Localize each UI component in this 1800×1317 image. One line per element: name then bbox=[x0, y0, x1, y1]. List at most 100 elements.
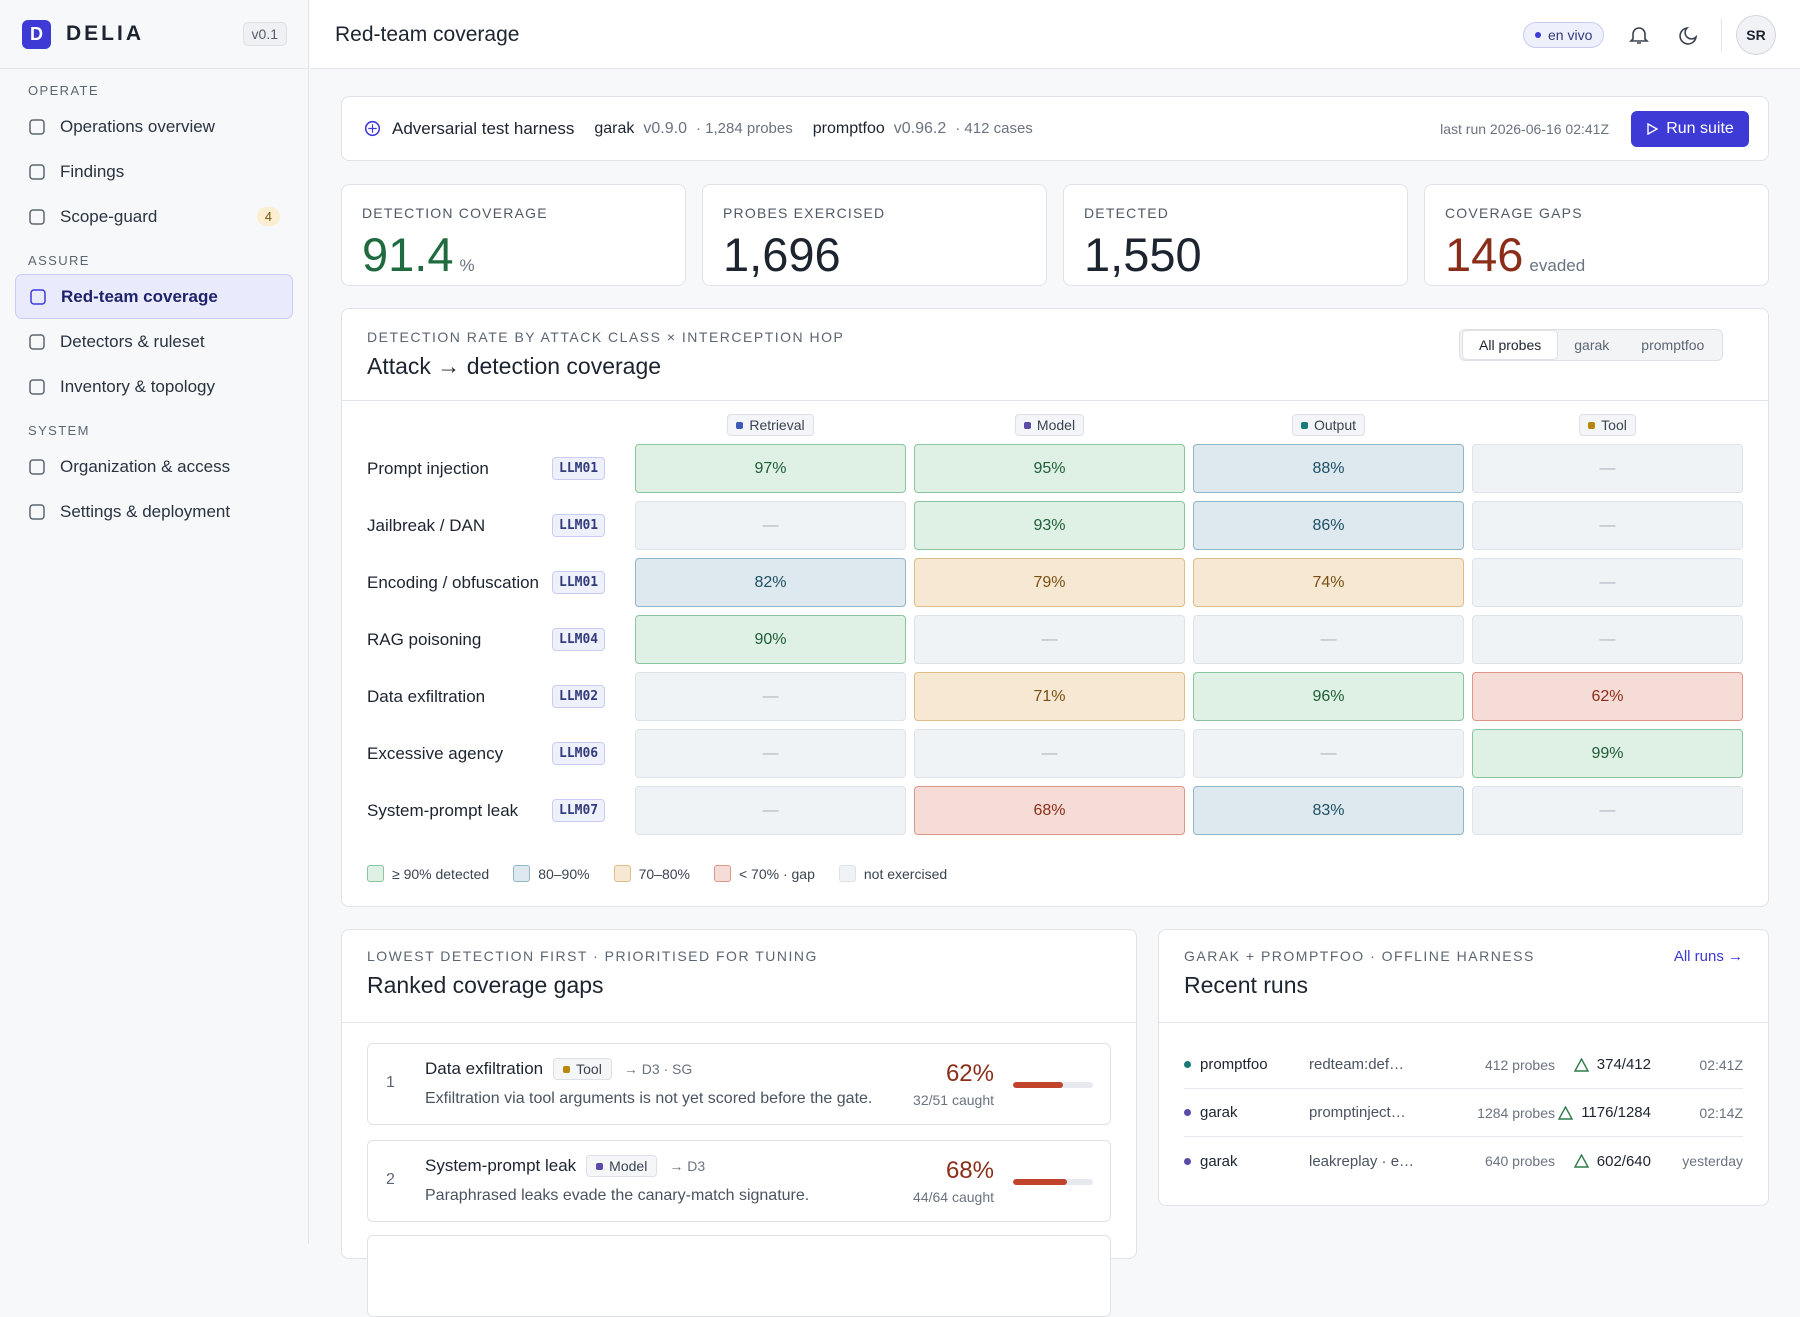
run-row[interactable]: garak leakreplay · e… 640 probes 602/640 yes… bbox=[1184, 1137, 1743, 1185]
heatmap-cell[interactable]: 90% bbox=[635, 615, 906, 664]
filter-tab[interactable]: promptfoo bbox=[1641, 337, 1705, 353]
heatmap-cell[interactable]: — bbox=[914, 615, 1185, 664]
bell-icon[interactable] bbox=[1627, 23, 1651, 47]
legend-label: < 70% · gap bbox=[738, 865, 815, 882]
filter-tab[interactable]: All probes bbox=[1462, 330, 1559, 360]
heatmap-cell[interactable]: 97% bbox=[635, 444, 906, 493]
gap-item[interactable]: 2 System-prompt leak Model → D3 Paraphrased … bbox=[367, 1140, 1111, 1222]
run-time: yesterday bbox=[1682, 1153, 1743, 1169]
owasp-tag: LLM01 bbox=[552, 571, 606, 594]
gap-rank: 1 bbox=[386, 1074, 395, 1091]
heatmap-cell[interactable]: 83% bbox=[1193, 786, 1464, 835]
run-suite-button[interactable]: Run suite bbox=[1631, 111, 1749, 147]
heatmap-cell[interactable]: 99% bbox=[1472, 729, 1743, 778]
nav-item[interactable]: Settings & deployment bbox=[15, 489, 293, 534]
avatar[interactable]: SR bbox=[1736, 15, 1776, 55]
heatmap-cell[interactable]: 71% bbox=[914, 672, 1185, 721]
tool-detail: · 412 cases bbox=[955, 119, 1033, 137]
kpi-value: 146 bbox=[1445, 228, 1524, 281]
owasp-tag: LLM07 bbox=[552, 799, 606, 822]
kpi-value: 1,550 bbox=[1084, 228, 1202, 281]
column-label: Output bbox=[1313, 417, 1357, 433]
heatmap-cell[interactable]: — bbox=[1193, 615, 1464, 664]
run-probes: 412 probes bbox=[1484, 1056, 1555, 1073]
nav-icon bbox=[30, 288, 46, 305]
nav-label: Organization & access bbox=[60, 456, 231, 476]
tool-detail: · 1,284 probes bbox=[696, 119, 793, 137]
nav-item[interactable]: Inventory & topology bbox=[15, 364, 293, 409]
row-label: Prompt injection bbox=[367, 459, 489, 478]
topbar: Red-team coverage en vivo SR bbox=[310, 0, 1800, 69]
owasp-tag: LLM01 bbox=[552, 457, 606, 480]
heatmap-cell[interactable]: — bbox=[1472, 615, 1743, 664]
logo[interactable]: D bbox=[22, 19, 51, 49]
nav-item[interactable]: Detectors & ruleset bbox=[15, 319, 293, 364]
tool-list: garak v0.9.0 · 1,284 probes promptfoo v0.96.… bbox=[594, 120, 1032, 138]
brand-row: D DELIA v0.1 bbox=[0, 0, 308, 69]
gap-title-row: System-prompt leak Model → D3 bbox=[425, 1155, 705, 1177]
nav-item[interactable]: Operations overview bbox=[15, 104, 293, 149]
gaps-header: LOWEST DETECTION FIRST · PRIORITISED FOR… bbox=[367, 948, 818, 999]
page-title: Red-team coverage bbox=[335, 23, 520, 46]
run-result: 374/412 bbox=[1555, 1056, 1651, 1073]
legend-item: < 70% · gap bbox=[713, 865, 815, 882]
heatmap-cell[interactable]: — bbox=[1472, 558, 1743, 607]
run-row[interactable]: garak promptinject… 1284 probes 1176/1284 02… bbox=[1184, 1089, 1743, 1137]
heatmap-cell[interactable]: 62% bbox=[1472, 672, 1743, 721]
heatmap-cell[interactable]: 68% bbox=[914, 786, 1185, 835]
column-swatch bbox=[1023, 421, 1031, 429]
heatmap-cell[interactable]: 82% bbox=[635, 558, 906, 607]
heatmap-cell[interactable]: — bbox=[1472, 444, 1743, 493]
gaps-card: LOWEST DETECTION FIRST · PRIORITISED FOR… bbox=[341, 929, 1137, 1317]
filter-tab[interactable]: garak bbox=[1574, 337, 1610, 353]
harness-bar: Adversarial test harness garak v0.9.0 · 1,… bbox=[341, 96, 1769, 161]
hop-swatch bbox=[596, 1162, 604, 1170]
heatmap-cell[interactable]: — bbox=[635, 786, 906, 835]
heatmap-cell[interactable]: 93% bbox=[914, 501, 1185, 550]
nav-item[interactable]: Organization & access bbox=[15, 444, 293, 489]
heatmap-cell[interactable]: — bbox=[1472, 786, 1743, 835]
gap-item[interactable]: 1 Data exfiltration Tool → D3 · SG Exfiltrat… bbox=[367, 1043, 1111, 1125]
row-label: RAG poisoning bbox=[367, 630, 482, 649]
nav-item[interactable]: Red-team coverage bbox=[15, 274, 293, 319]
heatmap-cell[interactable]: — bbox=[1193, 729, 1464, 778]
heatmap-cell[interactable]: — bbox=[635, 672, 906, 721]
gap-rate: 68% bbox=[945, 1157, 994, 1184]
heatmap-cell[interactable]: — bbox=[635, 501, 906, 550]
nav-label: Scope-guard bbox=[60, 206, 158, 226]
owasp-tag: LLM04 bbox=[552, 628, 606, 651]
heatmap-cell[interactable]: 74% bbox=[1193, 558, 1464, 607]
run-result-text: 602/640 bbox=[1596, 1152, 1651, 1170]
nav-item[interactable]: Scope-guard 4 bbox=[15, 194, 293, 239]
rate-track bbox=[1013, 1179, 1093, 1185]
run-dot bbox=[1184, 1061, 1191, 1068]
nav-item[interactable]: Findings bbox=[15, 149, 293, 194]
legend-label: 70–80% bbox=[638, 865, 690, 882]
heatmap-cell[interactable]: — bbox=[914, 729, 1185, 778]
gap-caught: 44/64 caught bbox=[913, 1189, 994, 1205]
run-time: 02:41Z bbox=[1699, 1056, 1743, 1073]
gap-item[interactable] bbox=[367, 1235, 1111, 1317]
all-runs-link[interactable]: All runs → bbox=[1673, 948, 1743, 965]
run-result-text: 1176/1284 bbox=[1581, 1104, 1651, 1121]
theme-icon[interactable] bbox=[1677, 23, 1701, 47]
run-tool: garak bbox=[1200, 1152, 1238, 1170]
legend-item: 80–90% bbox=[513, 865, 590, 882]
column-label: Tool bbox=[1601, 417, 1627, 433]
gap-route: → D3 bbox=[669, 1158, 706, 1174]
legend-swatch bbox=[513, 865, 531, 882]
heatmap-cell[interactable]: 86% bbox=[1193, 501, 1464, 550]
column-header: Retrieval bbox=[727, 414, 814, 436]
heatmap-cell[interactable]: 96% bbox=[1193, 672, 1464, 721]
heatmap-cell[interactable]: — bbox=[635, 729, 906, 778]
kpi-card: COVERAGE GAPS 146 evaded bbox=[1424, 184, 1769, 286]
heatmap-cell[interactable]: 88% bbox=[1193, 444, 1464, 493]
legend-swatch bbox=[613, 865, 631, 882]
heatmap-cell[interactable]: — bbox=[1472, 501, 1743, 550]
heatmap-cell[interactable]: 95% bbox=[914, 444, 1185, 493]
button-label: Run suite bbox=[1666, 120, 1734, 137]
heatmap-cell[interactable]: 79% bbox=[914, 558, 1185, 607]
run-row[interactable]: promptfoo redteam:def… 412 probes 374/412 02… bbox=[1184, 1041, 1743, 1089]
warning-icon bbox=[1558, 1105, 1574, 1120]
